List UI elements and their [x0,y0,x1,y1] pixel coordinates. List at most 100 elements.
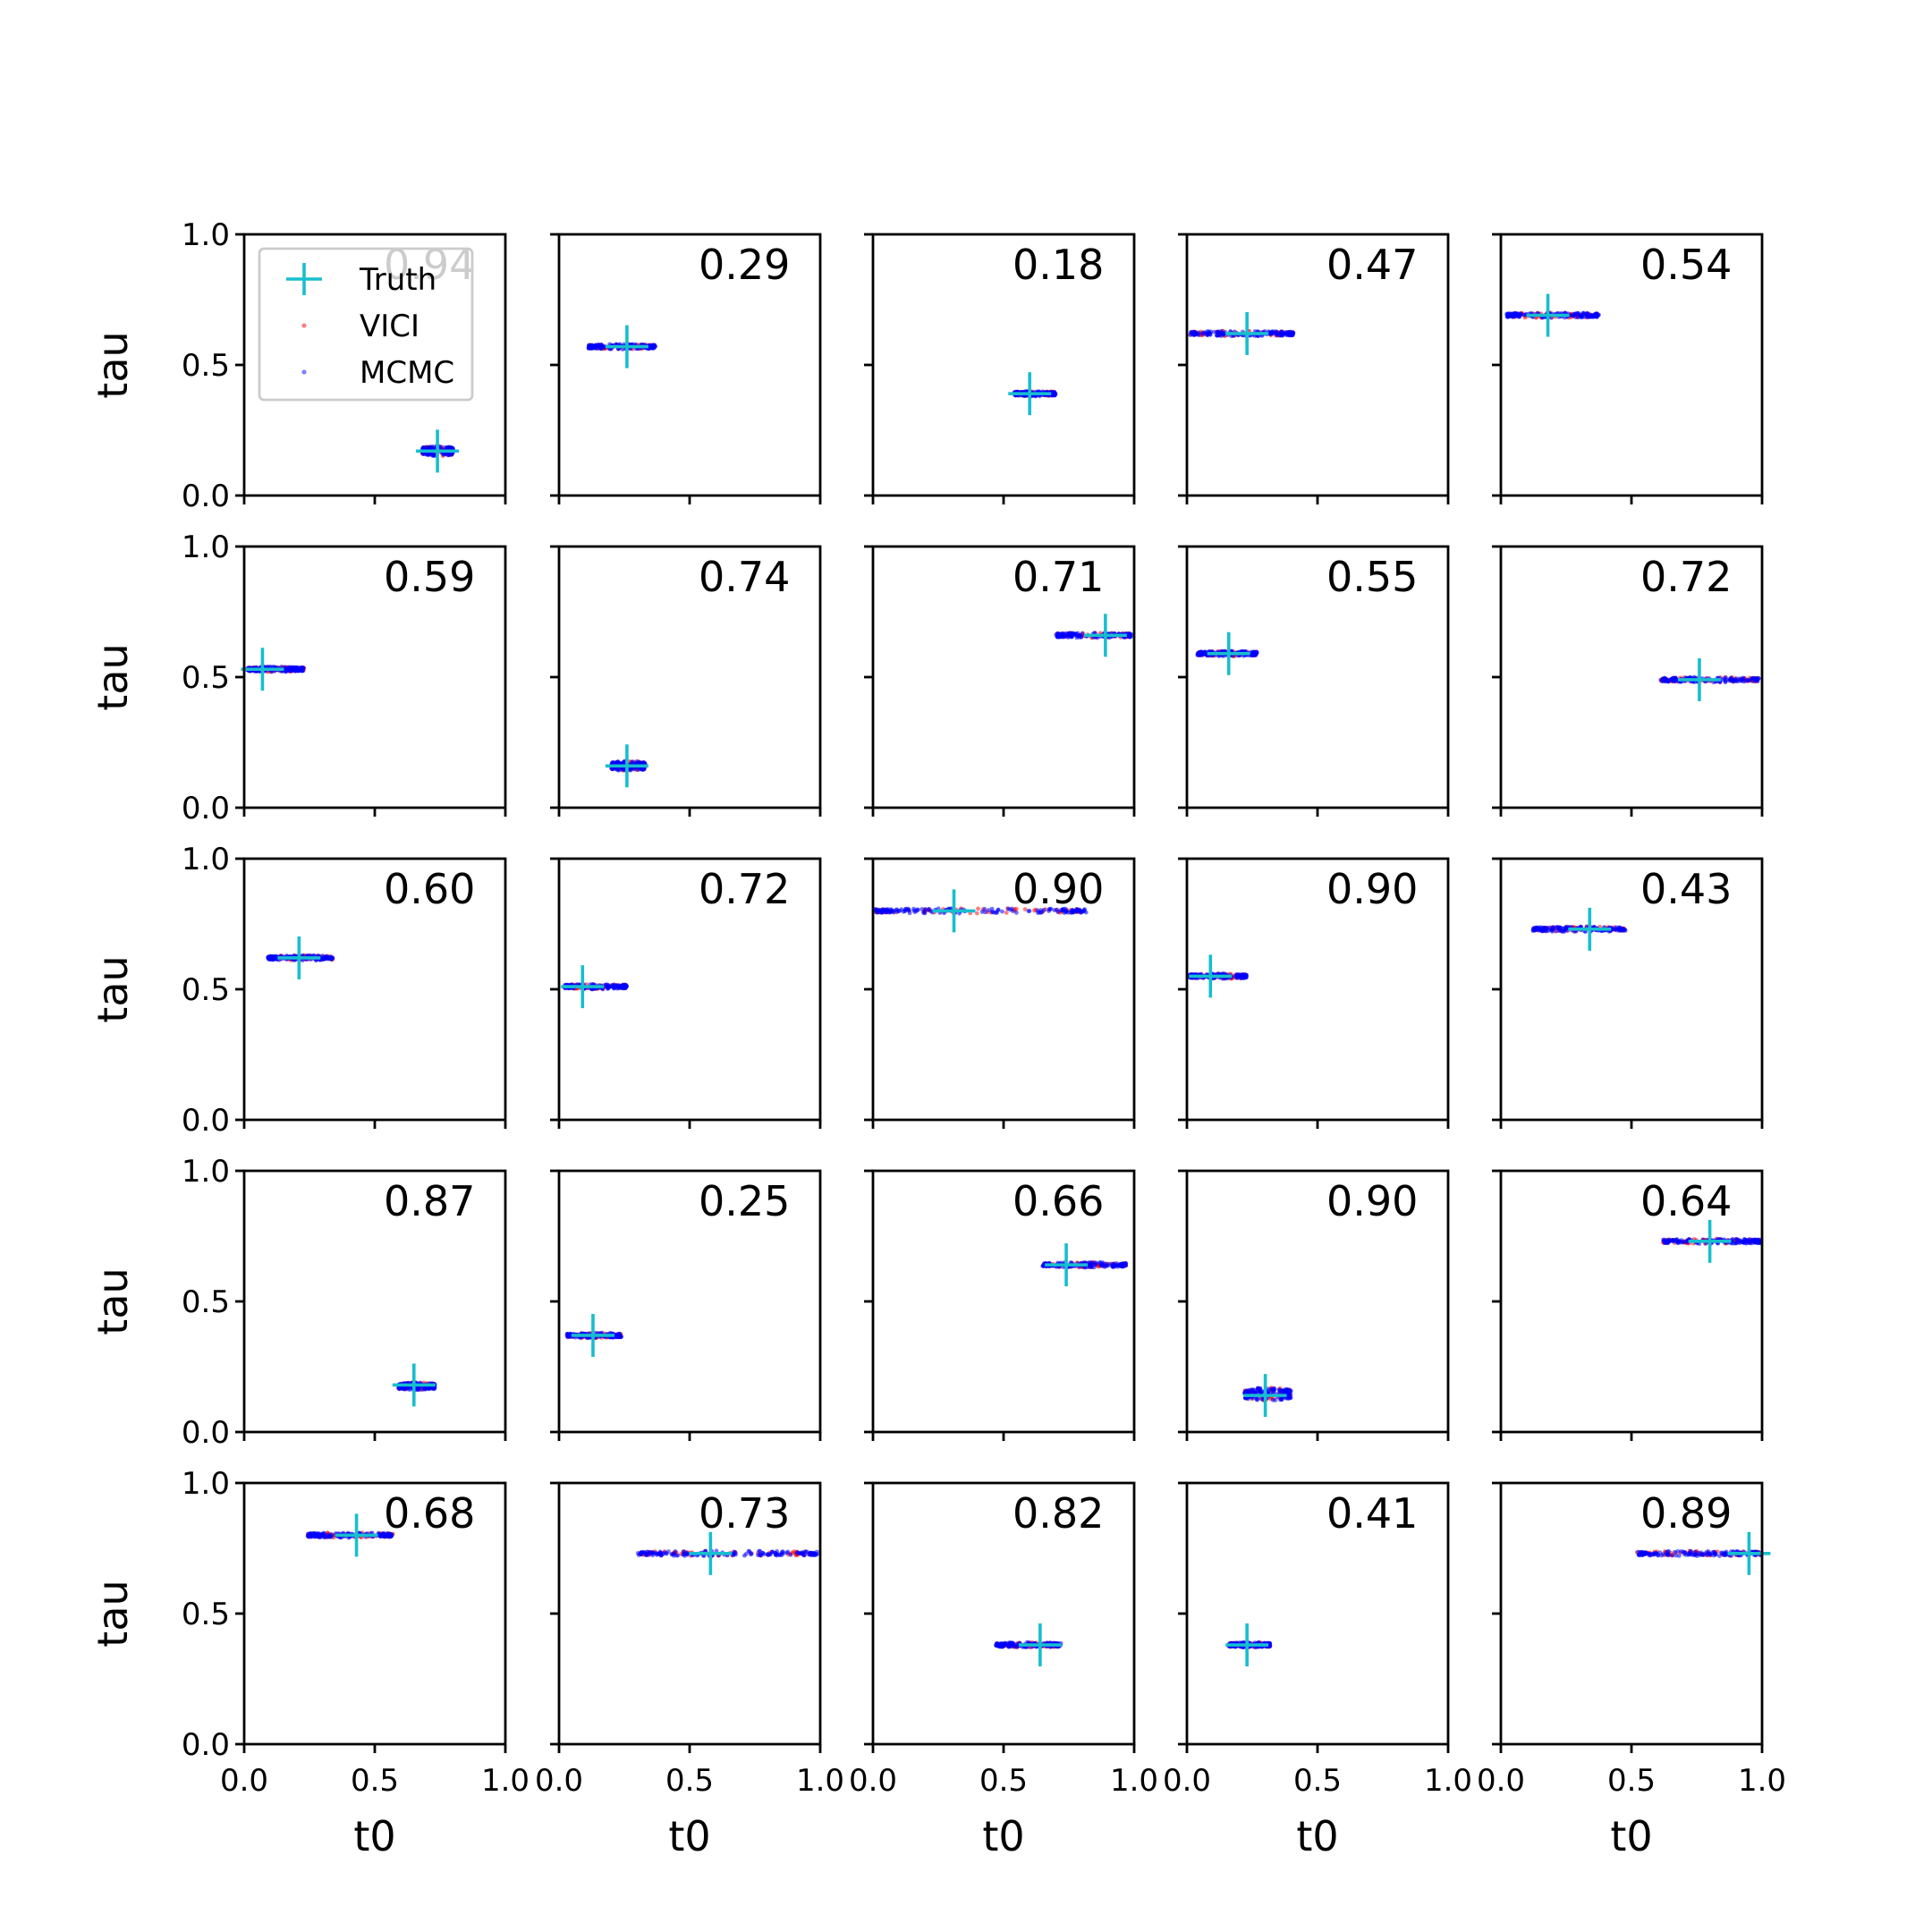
samples [1660,1236,1762,1246]
subplot-7: 0.74 [550,545,822,817]
mcmc-sample [1727,676,1733,682]
mcmc-sample [428,1385,434,1391]
score-label: 0.59 [384,553,475,601]
mcmc-sample [1289,331,1293,335]
mcmc-sample [1584,311,1589,316]
mcmc-sample [1672,1239,1676,1243]
mcmc-sample [274,954,279,960]
mcmc-sample [611,986,616,991]
y-axis-label: tau [89,955,137,1022]
mcmc-sample [1666,678,1671,683]
mcmc-sample [1027,909,1032,913]
mcmc-sample [1551,925,1556,929]
subplot-5: 0.54 [1492,233,1764,504]
mcmc-sample [1234,974,1239,979]
truth-marker [241,648,284,691]
subplot-10: 0.72 [1492,545,1764,817]
mcmc-sample [1662,1241,1667,1245]
mcmc-sample [1052,908,1057,912]
y-tick-label: 0.5 [182,1284,230,1320]
mcmc-sample [1675,1239,1681,1244]
truth-marker [1526,293,1570,337]
y-tick-label: 0.5 [182,972,230,1008]
score-label: 0.54 [1640,241,1732,289]
mcmc-sample [1556,925,1561,929]
mcmc-sample [1041,908,1046,912]
mcmc-sample [1517,313,1521,318]
mcmc-sample [598,342,604,347]
mcmc-sample [616,767,622,773]
mcmc-sample [1663,677,1668,682]
score-label: 0.47 [1326,241,1418,289]
mcmc-sample [1734,678,1740,683]
mcmc-sample [890,909,895,913]
mcmc-sample [1251,1390,1257,1395]
mcmc-sample [600,346,605,351]
subplot-12: 0.72 [550,857,822,1129]
mcmc-sample [589,343,594,349]
samples [873,906,1089,916]
mcmc-sample [1674,677,1680,682]
truth-marker [561,965,605,1009]
score-label: 0.90 [1326,1177,1418,1225]
mcmc-sample [1658,678,1664,682]
score-label: 0.74 [699,553,790,601]
mcmc-sample [923,907,928,911]
mcmc-sample [1255,1385,1260,1391]
mcmc-sample [269,954,275,960]
mcmc-sample [1747,1241,1751,1245]
score-label: 0.90 [1013,865,1104,913]
subplot-20: 0.64 [1492,1169,1764,1441]
score-label: 0.25 [699,1177,790,1225]
truth-marker [277,936,321,979]
y-tick-label: 0.0 [182,1103,230,1139]
vici-sample [975,911,979,916]
truth-marker [932,889,976,933]
mcmc-sample [1098,1263,1104,1267]
mcmc-sample [1733,1241,1739,1246]
mcmc-sample [1247,1390,1251,1395]
score-label: 0.43 [1640,865,1732,913]
subplot-13: 0.90 [864,857,1136,1129]
mcmc-sample [1083,910,1089,915]
mcmc-sample [266,954,271,960]
y-tick-label: 1.0 [182,1154,230,1190]
truth-marker [1189,954,1233,998]
mcmc-sample [595,346,600,352]
truth-marker [1008,372,1052,416]
y-tick-label: 0.5 [182,660,230,696]
subplot-4: 0.47 [1178,233,1450,504]
mcmc-sample [1119,1263,1123,1268]
mcmc-sample [1208,329,1214,335]
mcmc-sample [1563,925,1569,929]
subplot-8: 0.71 [864,545,1136,817]
vici-sample [1004,911,1009,915]
score-label: 0.66 [1013,1177,1104,1225]
y-tick-label: 1.0 [182,842,230,877]
mcmc-sample [416,1387,421,1392]
truth-marker [571,1313,614,1357]
mcmc-sample [1275,332,1280,337]
y-axis-label: tau [89,1267,137,1335]
mcmc-sample [914,907,919,912]
mcmc-sample [877,907,881,912]
mcmc-sample [428,445,434,451]
mcmc-sample [1739,1239,1744,1244]
mcmc-sample [1112,1264,1117,1269]
mcmc-sample [1285,1391,1291,1396]
subplot-3: 0.18 [864,233,1136,504]
mcmc-sample [1062,911,1067,915]
truth-marker [1243,1374,1287,1418]
score-label: 0.64 [1640,1177,1732,1225]
mcmc-sample [328,955,334,961]
mcmc-sample [1614,925,1619,930]
mcmc-sample [1533,927,1538,932]
mcmc-sample [919,907,925,911]
mcmc-sample [1009,906,1014,911]
mcmc-sample [1281,333,1285,337]
mcmc-sample [1538,925,1544,930]
mcmc-sample [1572,311,1578,317]
truth-marker [1207,631,1250,675]
mcmc-sample [1076,633,1081,639]
mcmc-sample [638,767,643,772]
